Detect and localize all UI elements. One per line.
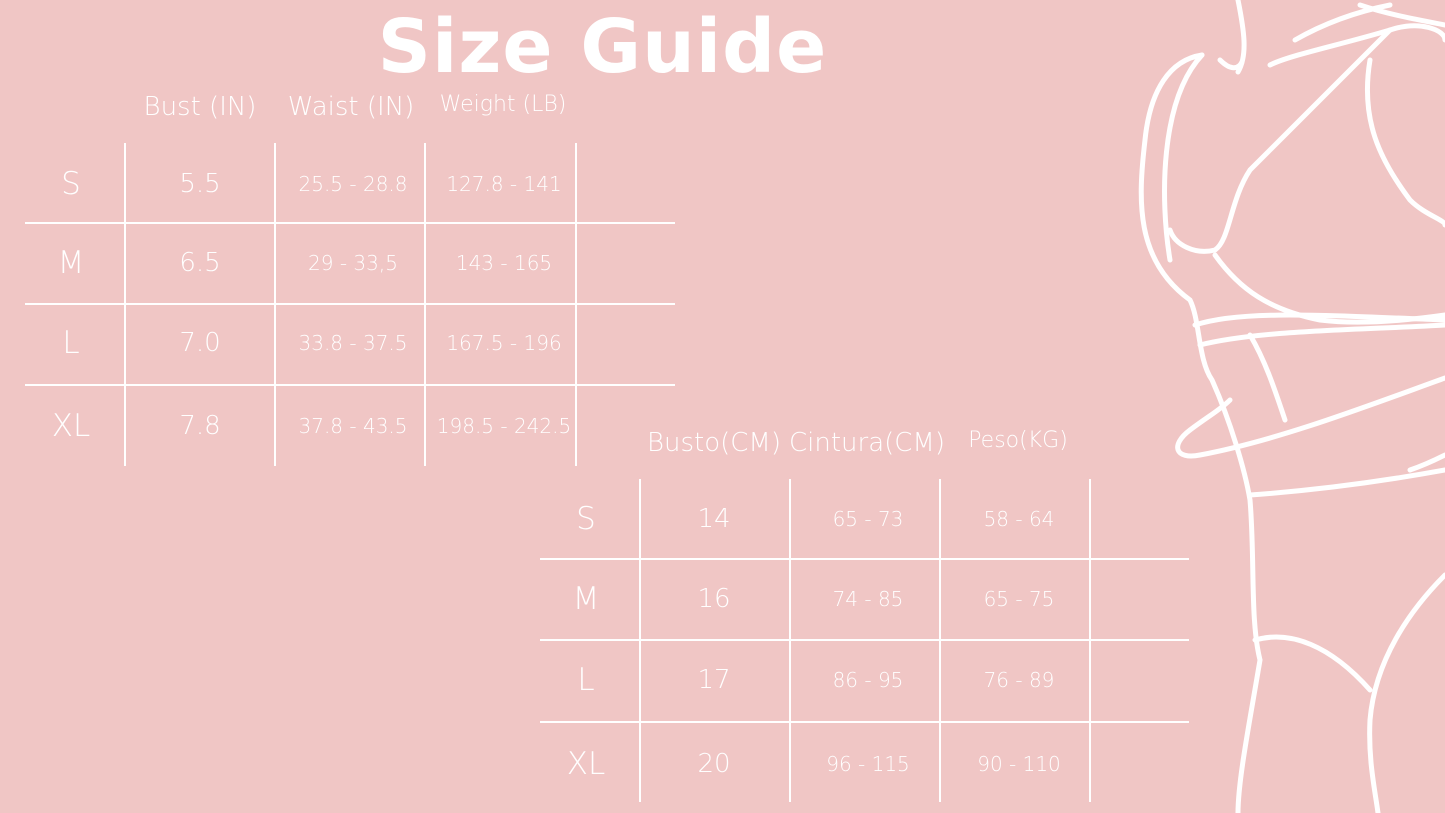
cell-waist: 25.5 - 28.8 [298,172,408,196]
column-header: Waist (IN) [287,92,415,122]
cell-bust: 7.0 [179,328,221,358]
row-divider [25,303,675,305]
cell-weight: 127.8 - 141 [446,172,562,196]
cell-weight: 65 - 75 [983,587,1055,611]
cell-bust: 5.5 [179,169,221,199]
cell-size: M [57,245,85,281]
row-divider [25,222,675,224]
cell-waist: 96 - 115 [826,752,910,776]
cell-waist: 74 - 85 [832,587,904,611]
column-header: Peso(KG) [968,428,1068,453]
column-header: Cintura(CM) [788,428,946,458]
row-divider [25,384,675,386]
row-divider [540,639,1189,641]
column-header: Weight (LB) [439,92,567,117]
column-header: Busto(CM) [646,428,782,458]
cell-bust: 17 [697,665,731,695]
cell-bust: 14 [697,504,731,534]
cell-size: S [576,501,596,537]
cell-bust: 16 [697,584,731,614]
column-header: Bust (IN) [143,92,257,122]
cell-weight: 58 - 64 [983,507,1055,531]
body-outline-illustration [1138,0,1445,813]
cell-waist: 33.8 - 37.5 [298,331,408,355]
cell-weight: 90 - 110 [977,752,1061,776]
page-title: Size Guide [377,4,828,90]
row-divider [540,558,1189,560]
cell-waist: 37.8 - 43.5 [298,414,408,438]
cell-bust: 7.8 [179,411,221,441]
cell-bust: 6.5 [179,248,221,278]
cell-weight: 143 - 165 [455,251,553,275]
cell-size: L [577,662,595,698]
row-divider [540,721,1189,723]
cell-size: M [572,581,600,617]
cell-weight: 198.5 - 242.5 [436,414,572,438]
cell-waist: 29 - 33,5 [308,251,398,275]
cell-weight: 76 - 89 [983,668,1055,692]
cell-waist: 65 - 73 [832,507,904,531]
cell-size: XL [51,408,91,444]
cell-size: S [61,166,81,202]
cell-weight: 167.5 - 196 [446,331,562,355]
cell-bust: 20 [697,749,731,779]
cell-size: L [62,325,80,361]
cell-waist: 86 - 95 [832,668,904,692]
cell-size: XL [566,746,606,782]
